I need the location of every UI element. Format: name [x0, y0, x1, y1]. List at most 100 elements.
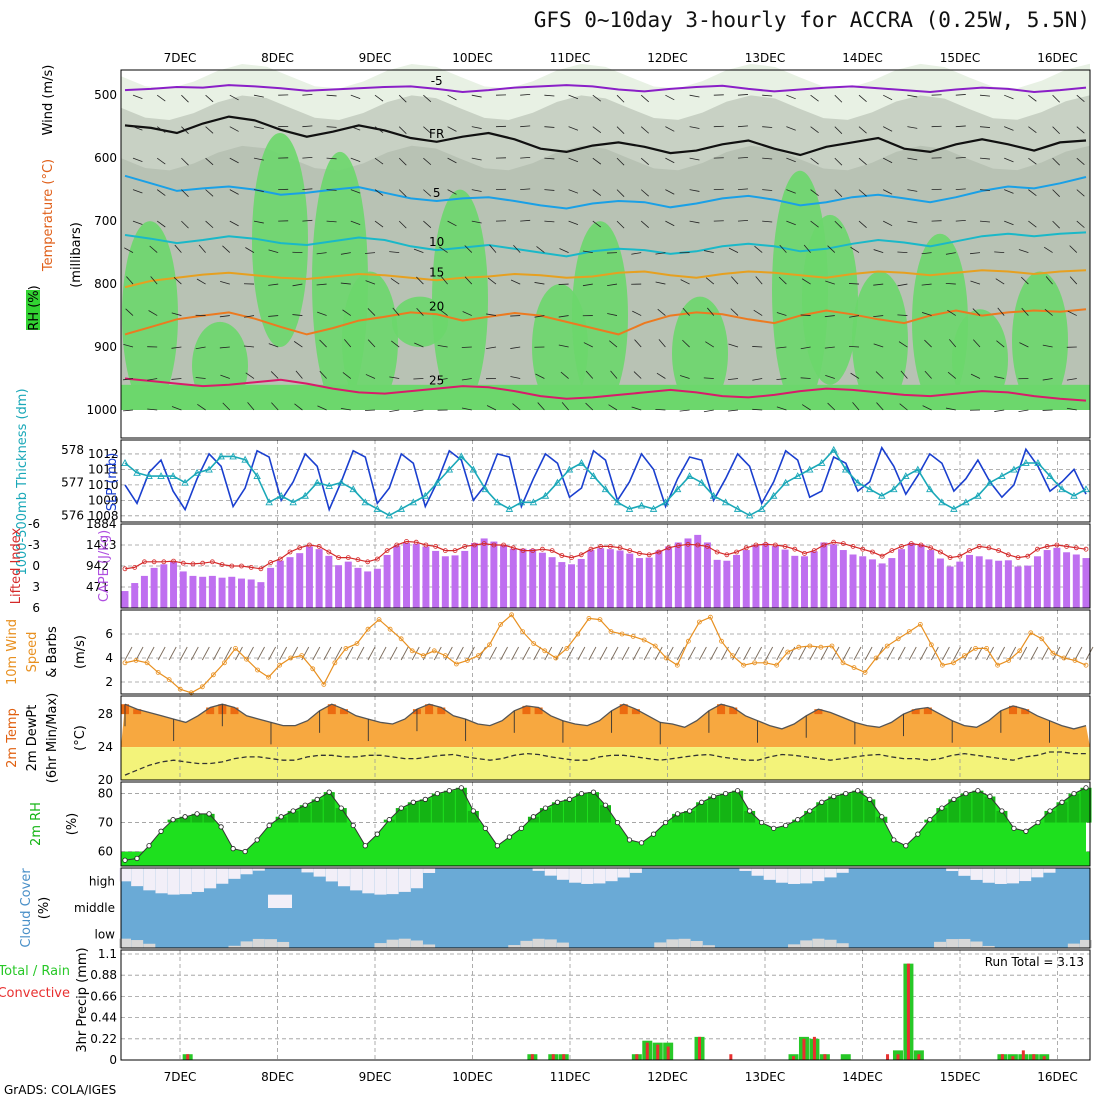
slp-line [124, 445, 1087, 513]
surface-wind-barb [179, 646, 188, 661]
wind-barb [848, 345, 860, 348]
precip-convective-bar [1011, 1056, 1015, 1060]
thickness-marker [541, 491, 550, 499]
wind-barb [544, 157, 555, 160]
cloud-frame [120, 867, 1091, 949]
cloud-low-bar [508, 945, 521, 948]
cape-bar [985, 559, 993, 608]
wind-barb [205, 126, 214, 134]
cape-bar [218, 577, 226, 608]
cloud-low-bar [423, 944, 436, 948]
surface-wind-barb [411, 646, 420, 661]
cape-bar [597, 548, 605, 608]
rh2m-axis-label: 2m RH [29, 802, 44, 846]
thickness-marker [1010, 465, 1018, 473]
lifted-index-marker [501, 542, 506, 548]
wind-speed-marker [199, 684, 205, 690]
wind-barb [536, 246, 545, 253]
x-tick-label-bottom: 7DEC [164, 1070, 197, 1084]
wind-speed-marker [564, 646, 570, 651]
wind-barb [834, 157, 843, 166]
rh-high-fill [335, 808, 347, 823]
thickness-marker [289, 498, 297, 506]
wind-barb [1042, 378, 1053, 381]
wind-units-label: (m/s) [73, 635, 88, 669]
wind-barb [737, 125, 749, 128]
rh-marker [434, 790, 440, 797]
lifted-index-marker [1083, 546, 1089, 552]
lifted-index-marker [171, 558, 176, 564]
surface-wind-barb [356, 646, 365, 661]
rh-marker [134, 855, 140, 862]
cape-bar [927, 550, 935, 608]
rh-marker [771, 825, 777, 831]
wind-barb [229, 157, 239, 164]
slp-frame [120, 439, 1091, 523]
wind-barb [205, 94, 214, 103]
cape-bar [500, 544, 508, 608]
wind-barb [350, 94, 361, 100]
cape-bar [771, 546, 779, 608]
surface-wind-barb [654, 646, 663, 661]
cloud-background [121, 868, 1090, 948]
surface-wind-barb [157, 646, 166, 661]
temp2m-axis-label: 2m Temp [5, 708, 20, 768]
thickness-marker [313, 478, 321, 486]
lifted-index-marker [219, 562, 225, 567]
cloud-high-bar [423, 868, 436, 873]
wind-speed-marker [310, 666, 316, 672]
lifted-index-marker [122, 566, 128, 572]
cape-tick-label: 471 [86, 580, 109, 594]
cape-bar [383, 554, 391, 608]
wind-barb [994, 376, 1005, 379]
rh-marker [230, 846, 236, 852]
cloud-high-bar [143, 868, 156, 891]
rh-high-fill [575, 793, 587, 823]
wind-barb [1028, 94, 1037, 102]
wind-background [121, 610, 1090, 694]
surface-wind-barb [765, 646, 774, 661]
surface-wind-barb [224, 646, 232, 661]
wind-speed-marker [663, 655, 669, 661]
wind-speed-marker [1072, 658, 1078, 663]
wind-speed-marker [1061, 655, 1067, 661]
wind-barb [945, 252, 956, 255]
rh-marker [458, 785, 464, 791]
wind-barb [535, 373, 545, 379]
wind-barb [1052, 220, 1060, 229]
lifted-index-marker [355, 557, 361, 563]
surface-wind-barb [710, 646, 718, 661]
cloud-high-bar [800, 868, 813, 884]
lifted-index-marker [743, 545, 749, 551]
wind-barb [229, 126, 239, 132]
precip-axis-label: 3hr Precip (mm) [75, 947, 90, 1052]
cape-bar [587, 550, 595, 608]
cloud-level-label: middle [74, 901, 115, 915]
wind-barb [181, 94, 189, 103]
wind-speed-marker [1050, 650, 1056, 656]
rh-marker [795, 817, 801, 823]
rh-marker [915, 831, 921, 837]
cape-bar [762, 543, 770, 608]
cloud-high-bar [775, 868, 788, 883]
rh-high-fill [467, 810, 479, 823]
wind-barb [559, 248, 569, 253]
wind-barb [437, 378, 448, 381]
rh-high-fill [948, 799, 960, 823]
surface-wind-barb [698, 646, 707, 661]
wind-barb [390, 278, 400, 285]
lifted-index-marker [918, 542, 924, 548]
thickness-marker [1070, 491, 1078, 499]
rh-marker [963, 790, 969, 797]
wind-barb [848, 283, 860, 285]
thickness-marker [145, 472, 153, 480]
cloud-low-bar [240, 941, 253, 948]
wind-speed-marker [255, 667, 260, 673]
wind-barb [776, 378, 787, 380]
lifted-index-marker [899, 544, 904, 549]
wind-barb [342, 372, 352, 379]
cape-bar [199, 576, 207, 608]
precip-tick-label: 0.22 [90, 1032, 117, 1046]
wind-barb [955, 94, 966, 96]
rh-low-level-band [121, 384, 1090, 410]
